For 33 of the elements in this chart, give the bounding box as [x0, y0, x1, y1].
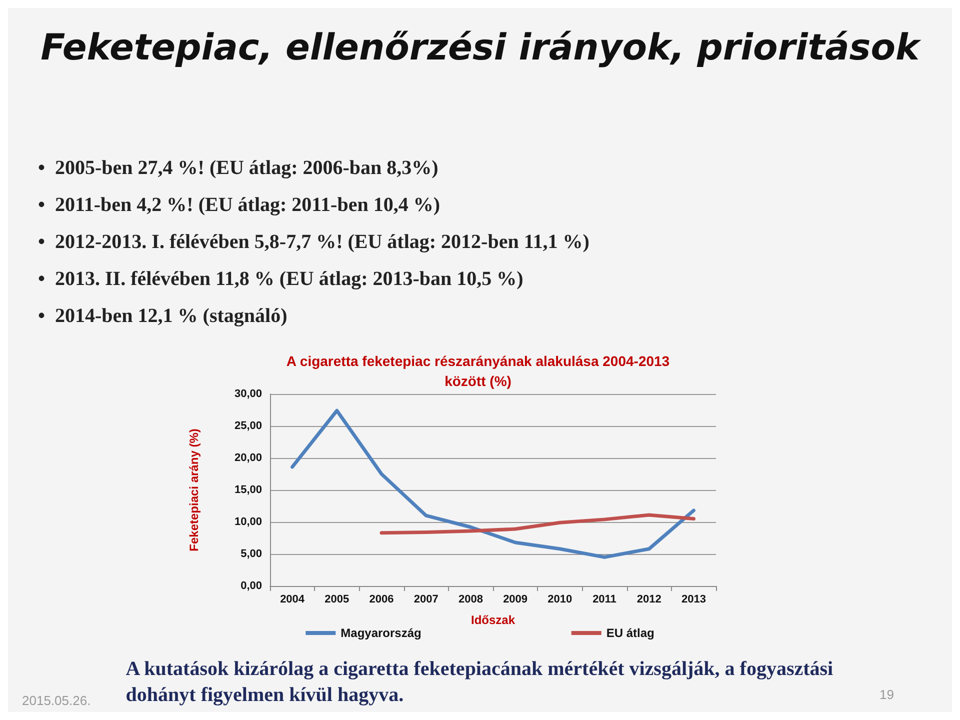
x-tick-label: 2009	[503, 594, 528, 606]
x-tick-label: 2010	[548, 594, 572, 606]
y-tick-label: 0,00	[240, 580, 262, 592]
x-axis-title: Időszak	[470, 613, 516, 627]
x-tick-label: 2013	[681, 594, 706, 606]
line-series	[380, 513, 696, 535]
x-tick-label: 2011	[592, 594, 616, 606]
x-tick-label: 2004	[280, 594, 306, 606]
y-axis-title: Feketepiaci arány (%)	[187, 428, 201, 552]
y-tick-label: 30,00	[234, 388, 262, 400]
text: • 2012-2013. I. félévében 5,8-7,7 %! (EU átlag: 2012-ben 11,1 %)	[38, 231, 590, 253]
text: Feketepiac, ellenőrzési irányok, prioritások	[40, 28, 922, 68]
legend-label: EU átlag	[606, 626, 654, 640]
line-series	[290, 408, 696, 559]
text: A kutatások kizárólag a cigaretta feketepiacának mértékét vizsgálják, a fogyasztási dohányt figyelmen kívül hagyva.	[126, 658, 834, 706]
y-tick-label: 15,00	[234, 484, 262, 496]
y-tick-label: 10,00	[234, 516, 262, 528]
text: 19	[880, 687, 894, 702]
x-tick-label: 2005	[324, 594, 350, 606]
text: • 2005-ben 27,4 %! (EU átlag: 2006-ban 8,3%)	[38, 157, 438, 179]
legend-label: Magyarország	[340, 626, 422, 640]
x-tick-label: 2008	[458, 594, 483, 606]
text: • 2014-ben 12,1 % (stagnáló)	[38, 305, 288, 327]
y-tick-label: 20,00	[234, 452, 262, 464]
x-tick-label: 2012	[636, 594, 662, 606]
y-tick-label: 5,00	[240, 548, 262, 560]
x-tick-label: 2006	[369, 594, 394, 606]
text: • 2011-ben 4,2 %! (EU átlag: 2011-ben 10,4 %)	[38, 194, 440, 216]
x-tick-label: 2007	[414, 594, 438, 606]
y-tick-label: 25,00	[234, 420, 262, 432]
text: 2015.05.26.	[22, 693, 91, 708]
text: • 2013. II. félévében 11,8 % (EU átlag: 2013-ban 10,5 %)	[38, 268, 524, 290]
chart-title: A cigaretta feketepiac részarányának alakulása 2004-2013 között (%)	[286, 353, 670, 389]
